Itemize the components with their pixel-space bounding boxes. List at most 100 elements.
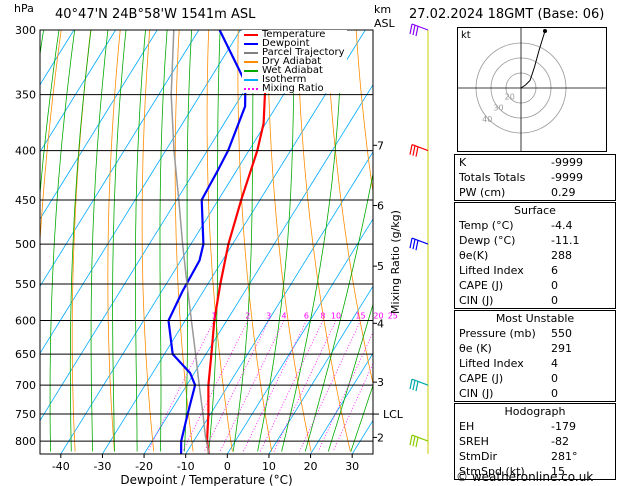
wet-adiabat-line [304, 171, 373, 452]
wind-barb-flag [415, 146, 419, 157]
parameter-label: PW (cm) [459, 186, 506, 199]
dry-adiabat-line [40, 30, 62, 248]
wind-barb-flag [415, 436, 419, 448]
wind-barb-flag [415, 381, 419, 392]
wind-barb-flag [415, 25, 419, 37]
parameter-label: K [459, 156, 467, 169]
wet-adiabat-line [159, 30, 168, 452]
mixing-ratio-line [317, 331, 373, 452]
wet-adiabat-line [40, 30, 60, 199]
parameter-row: Lifted Index 4 [455, 356, 615, 371]
km-tick-label: 7 [377, 139, 384, 152]
isotherm-line [310, 352, 373, 454]
parameter-value: 0.29 [551, 186, 576, 199]
dry-adiabat-line [71, 30, 92, 452]
parameter-value: 0 [551, 372, 558, 385]
parameter-panel: K -9999 Totals Totals -9999 PW (cm) 0.29 Surf… [454, 154, 616, 481]
parameter-label: θe(K) [459, 249, 489, 262]
asl-label: ASL [374, 17, 395, 30]
mixing-ratio-line [299, 320, 361, 452]
wind-barb-flag [409, 237, 413, 249]
parameter-value: 550 [551, 327, 572, 340]
parameter-row: θe(K) 288 [455, 248, 615, 263]
mixing-ratio-label: 15 [355, 312, 365, 321]
wind-barb-flag [412, 24, 416, 36]
parameter-row: EH -179 [455, 419, 615, 434]
wind-barb [409, 434, 429, 448]
pressure-tick-label: 600 [15, 315, 36, 328]
wet-adiabat-line [257, 30, 295, 452]
parameter-row: CAPE (J) 0 [455, 371, 615, 386]
surface-title: Surface [514, 204, 556, 217]
wind-barb-flag [409, 379, 413, 390]
wind-barb-flag [412, 238, 416, 250]
parameter-value: 15 [551, 465, 565, 478]
parameter-row: Temp (°C) -4.4 [455, 218, 615, 233]
isotherm-line [40, 30, 283, 422]
parameter-label: Totals Totals [459, 171, 526, 184]
dry-adiabat-line [622, 30, 629, 452]
hodograph-ring-label: 40 [482, 115, 492, 124]
mixing-ratio-line [203, 320, 270, 452]
dry-adiabat-line [355, 30, 373, 195]
hodograph-ring-label: 30 [493, 104, 503, 113]
most-unstable-box: Most Unstable Pressure (mb) 550 θe (K) 291 L… [454, 310, 616, 402]
pressure-tick-label: 650 [15, 348, 36, 361]
dry-adiabat-line [237, 30, 273, 452]
parameter-label: Pressure (mb) [459, 327, 536, 340]
parameter-value: -11.1 [551, 234, 580, 247]
parameter-label: Lifted Index [459, 357, 524, 370]
mixing-ratio-label: 25 [388, 312, 398, 321]
dry-adiabat-line [267, 30, 312, 452]
mixing-ratio-axis-label: Mixing Ratio (g/kg) [389, 210, 402, 314]
wet-adiabat-line [327, 302, 373, 452]
legend: Temperature Dewpoint Parcel Trajectory Dry … [242, 29, 347, 94]
parameter-label: CAPE (J) [459, 372, 504, 385]
indices-box: K -9999 Totals Totals -9999 PW (cm) 0.29 [454, 154, 616, 201]
parcel-trajectory-line [170, 30, 210, 454]
hpa-label: hPa [14, 2, 34, 15]
pressure-tick-label: 550 [15, 278, 36, 291]
parameter-label: CIN (J) [459, 294, 494, 307]
mixing-ratio-line [273, 320, 337, 452]
legend-label: Parcel Trajectory [262, 47, 345, 58]
temperature-tick-label: -10 [177, 460, 195, 473]
pressure-tick-label: 400 [15, 145, 36, 158]
legend-label: Temperature [262, 29, 326, 40]
legend-label: Dewpoint [262, 38, 310, 49]
pressure-tick-label: 350 [15, 89, 36, 102]
legend-item: Mixing Ratio [244, 84, 345, 94]
mixing-ratio-line [182, 320, 249, 452]
lcl-label: LCL [383, 408, 404, 421]
mixing-ratio-label: 4 [281, 312, 286, 321]
pressure-tick-label: 500 [15, 238, 36, 251]
legend-label: Wet Adiabat [262, 65, 323, 76]
wet-adiabat-line [183, 30, 192, 452]
wind-barb [409, 237, 429, 251]
parameter-value: 281° [551, 450, 578, 463]
isotherm-line [102, 30, 366, 454]
isotherm-line [40, 30, 200, 287]
parameter-row: Dewp (°C) -11.1 [455, 233, 615, 248]
temperature-tick-label: 30 [345, 460, 359, 473]
x-axis-label: Dewpoint / Temperature (°C) [120, 473, 292, 486]
mixing-ratio-line [219, 320, 285, 452]
isotherm-line [268, 285, 373, 454]
wet-adiabat-line [69, 30, 92, 452]
legend-swatch [244, 69, 258, 72]
parameter-value: -9999 [551, 171, 583, 184]
pressure-tick-label: 800 [15, 435, 36, 448]
hodograph-ring-label: 20 [505, 92, 515, 101]
isotherm-line [40, 30, 241, 355]
isotherm-line [40, 30, 75, 86]
parameter-value: 291 [551, 342, 572, 355]
dry-adiabat-line [326, 30, 373, 386]
parameter-label: StmDir [459, 450, 498, 463]
parameter-value: 0 [551, 294, 558, 307]
isotherm-line [185, 151, 373, 454]
parameter-value: -9999 [551, 156, 583, 169]
dry-adiabat-line [174, 30, 194, 452]
parameter-value: 288 [551, 249, 572, 262]
temperature-tick-label: 10 [262, 460, 276, 473]
